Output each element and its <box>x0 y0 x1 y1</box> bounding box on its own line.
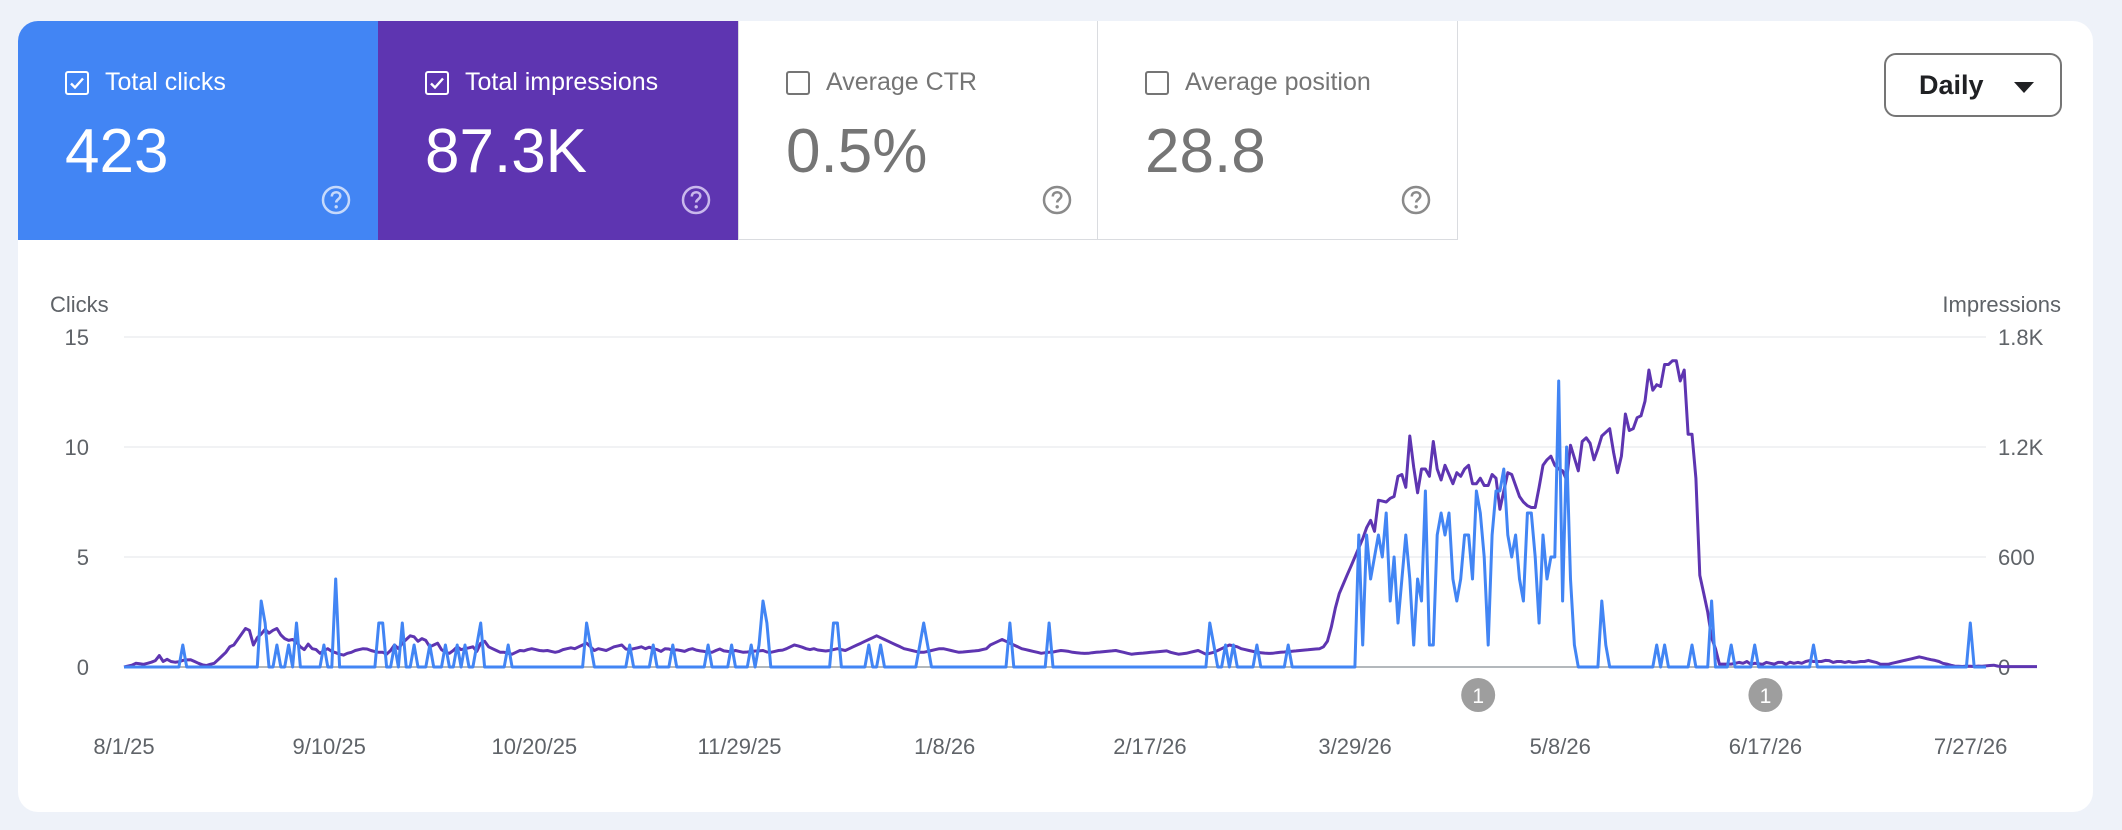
x-tick-label: 10/20/25 <box>492 734 578 759</box>
x-tick-label: 3/29/26 <box>1318 734 1391 759</box>
x-tick-label: 7/27/26 <box>1934 734 2007 759</box>
tile-value: 423 <box>65 117 169 186</box>
checkbox-unchecked-icon[interactable] <box>786 70 810 95</box>
y-right-tick-label: 600 <box>1998 545 2035 570</box>
series-line-impressions <box>123 359 2037 669</box>
annotation-label: 1 <box>1472 685 1484 708</box>
tile-total-impressions[interactable]: Total impressions 87.3K <box>378 21 738 240</box>
help-icon[interactable] <box>680 184 712 216</box>
tile-label: Total clicks <box>105 68 226 96</box>
tile-label: Total impressions <box>465 68 659 96</box>
granularity-dropdown[interactable]: Daily <box>1884 53 2062 117</box>
x-tick-label: 1/8/26 <box>914 734 975 759</box>
tile-total-clicks[interactable]: Total clicks 423 <box>18 21 378 240</box>
help-icon[interactable] <box>320 184 352 216</box>
y-left-tick-label: 0 <box>77 655 89 680</box>
x-tick-label: 6/17/26 <box>1729 734 1802 759</box>
help-icon[interactable] <box>1400 184 1432 216</box>
x-tick-label: 8/1/25 <box>93 734 154 759</box>
y-left-tick-label: 5 <box>77 545 89 570</box>
help-icon[interactable] <box>1041 184 1073 216</box>
tile-average-position[interactable]: Average position 28.8 <box>1098 21 1458 240</box>
metric-tiles: Total clicks 423 Total impressions 87.3K <box>18 21 1458 240</box>
checkbox-unchecked-icon[interactable] <box>1145 70 1169 95</box>
y-left-axis-title: Clicks <box>50 292 109 317</box>
tile-label: Average CTR <box>826 68 977 96</box>
annotation-marker-icon <box>1748 678 1783 712</box>
tile-average-ctr[interactable]: Average CTR 0.5% <box>738 21 1098 240</box>
checkbox-checked-icon[interactable] <box>65 70 89 95</box>
y-left-tick-label: 10 <box>65 435 89 460</box>
series-line-clicks <box>124 379 1986 669</box>
tile-value: 0.5% <box>786 117 928 186</box>
x-tick-label: 9/10/25 <box>292 734 365 759</box>
checkbox-checked-icon[interactable] <box>425 70 449 95</box>
tile-header: Average CTR <box>786 68 977 97</box>
tile-label: Average position <box>1185 68 1371 96</box>
y-left-tick-label: 15 <box>65 325 89 350</box>
y-right-tick-label: 1.2K <box>1998 435 2044 460</box>
granularity-label: Daily <box>1919 69 1984 100</box>
tile-value: 87.3K <box>425 117 588 186</box>
tile-header: Total impressions <box>425 68 658 97</box>
y-right-tick-label: 1.8K <box>1998 325 2044 350</box>
x-tick-label: 2/17/26 <box>1113 734 1186 759</box>
x-tick-label: 5/8/26 <box>1530 734 1591 759</box>
tile-value: 28.8 <box>1145 117 1266 186</box>
annotation-label: 1 <box>1760 685 1772 708</box>
performance-card: Total clicks 423 Total impressions 87.3K <box>18 21 2093 812</box>
x-tick-label: 11/29/25 <box>698 734 782 759</box>
y-right-axis-title: Impressions <box>1942 292 2061 317</box>
tile-header: Average position <box>1145 68 1371 97</box>
tile-header: Total clicks <box>65 68 226 97</box>
annotation-marker-icon <box>1461 678 1496 712</box>
caret-down-icon <box>2014 80 2034 98</box>
